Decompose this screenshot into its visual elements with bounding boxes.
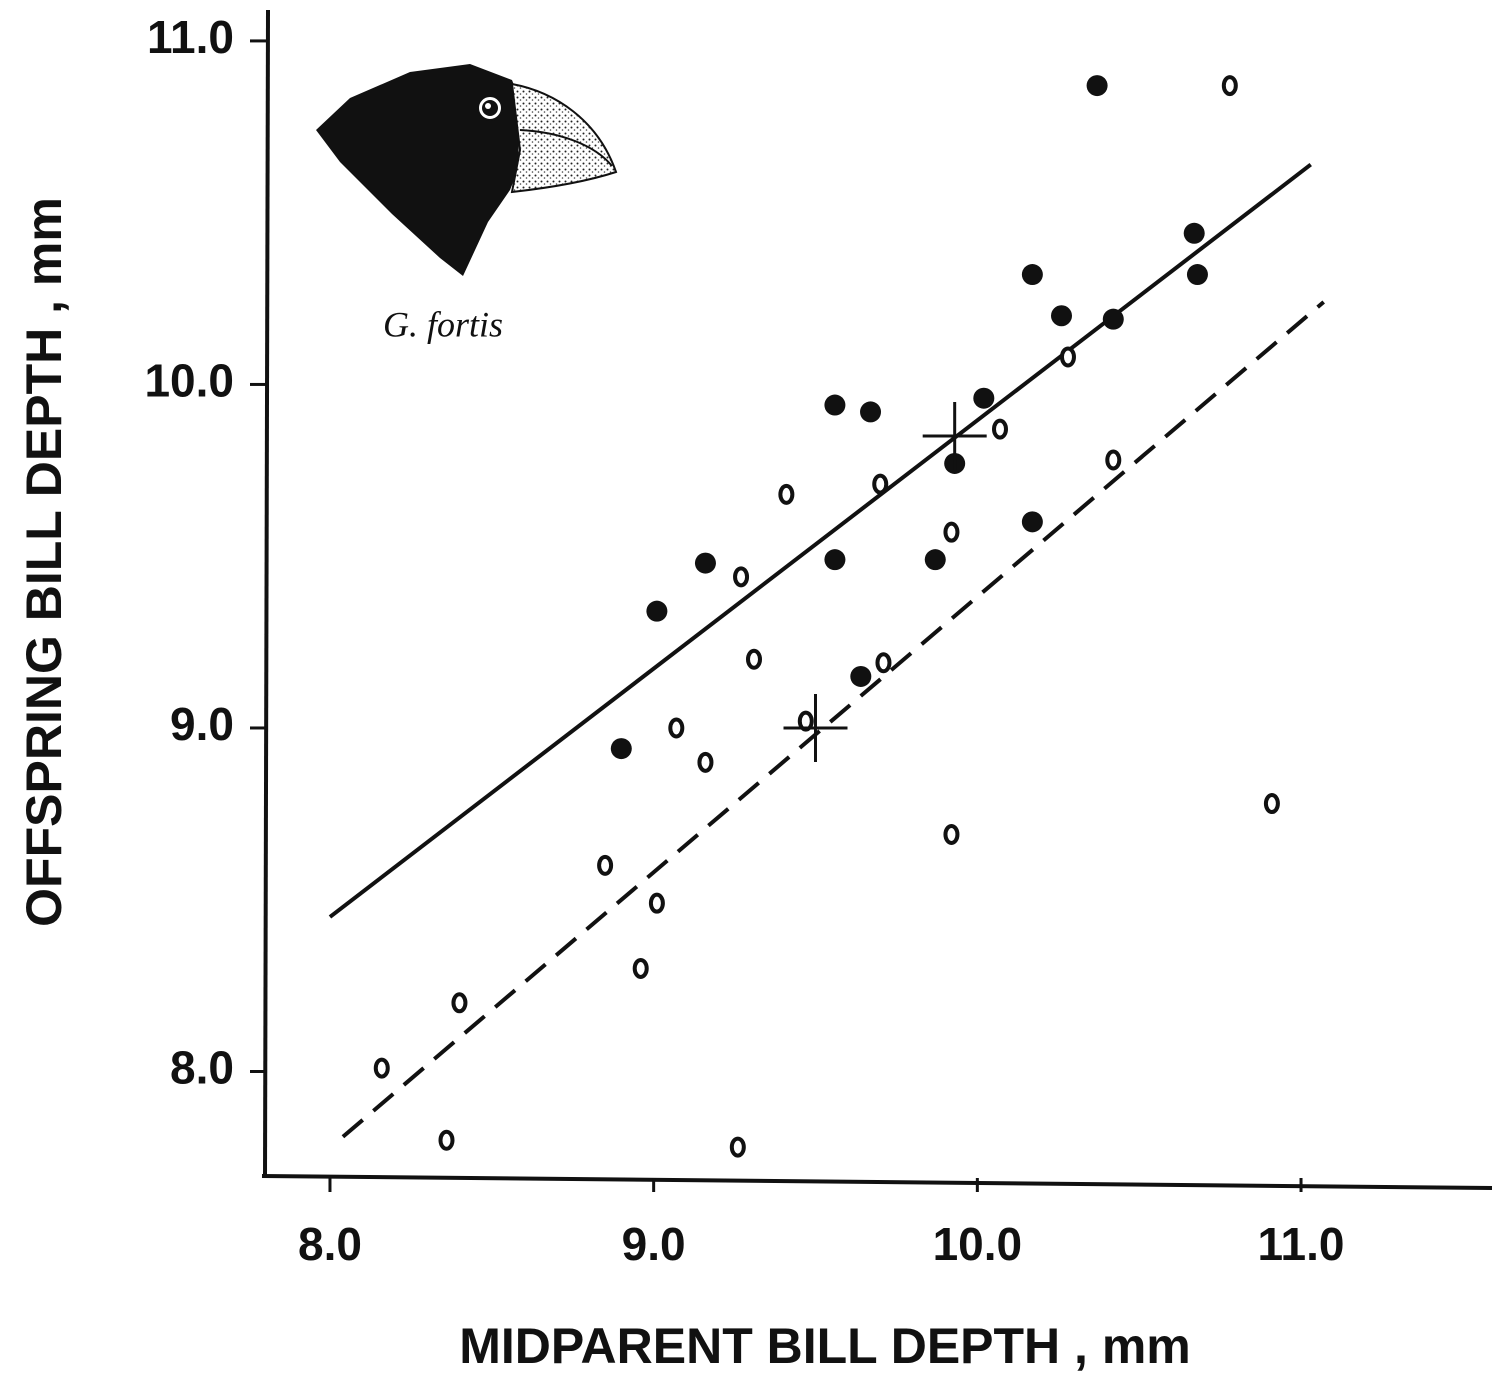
filled-point (850, 665, 872, 687)
open-point (373, 1057, 390, 1079)
open-point (729, 1136, 746, 1158)
open-point (875, 652, 892, 674)
open-point (1263, 793, 1280, 815)
open-point (597, 854, 614, 876)
filled-point (973, 387, 995, 409)
open-point (1059, 346, 1076, 368)
filled-point (1183, 222, 1205, 244)
filled-point (1051, 305, 1072, 327)
filled-point (1186, 264, 1208, 286)
filled-point (694, 552, 716, 574)
open-point (451, 992, 468, 1014)
filled-point (924, 549, 946, 571)
filled-point (1021, 264, 1043, 286)
regression-line (328, 163, 1312, 919)
x-tick-label: 8.0 (298, 1218, 362, 1270)
y-tick-label: 9.0 (170, 698, 234, 750)
finch-illustration (316, 64, 618, 276)
filled-point (824, 394, 846, 416)
mean-cross (922, 401, 987, 470)
open-point (438, 1129, 455, 1151)
open-point (943, 521, 960, 543)
y-axis-title: OFFSPRING BILL DEPTH , mm (16, 197, 72, 927)
filled-point (646, 600, 668, 622)
species-label: G. fortis (383, 304, 503, 344)
open-point (797, 710, 814, 732)
x-tick-label: 9.0 (622, 1218, 686, 1270)
x-axis-title: MIDPARENT BILL DEPTH , mm (459, 1318, 1191, 1374)
open-point (778, 483, 795, 505)
x-axis (261, 1174, 1493, 1190)
regression-line (341, 300, 1325, 1139)
filled-point (1102, 308, 1124, 330)
y-axis (263, 9, 270, 1179)
x-tick-label: 10.0 (933, 1218, 1023, 1270)
open-point (1105, 449, 1122, 471)
y-tick-label: 8.0 (170, 1042, 234, 1094)
filled-point (824, 549, 846, 571)
filled-point (1021, 511, 1043, 533)
open-point (746, 648, 762, 670)
open-point (668, 717, 685, 739)
open-point (632, 957, 649, 979)
open-point (943, 823, 960, 845)
filled-point (860, 401, 882, 423)
y-tick-label: 11.0 (147, 11, 234, 63)
open-point (697, 751, 714, 773)
mean-cross (783, 693, 848, 762)
y-tick-label: 10.0 (144, 355, 234, 407)
open-point (992, 418, 1008, 440)
filled-point (1086, 75, 1108, 97)
open-point (733, 566, 750, 588)
open-point (872, 473, 889, 495)
x-tick-label: 11.0 (1258, 1218, 1345, 1270)
filled-point (610, 738, 632, 760)
open-point (648, 892, 665, 914)
open-point (1221, 75, 1238, 97)
